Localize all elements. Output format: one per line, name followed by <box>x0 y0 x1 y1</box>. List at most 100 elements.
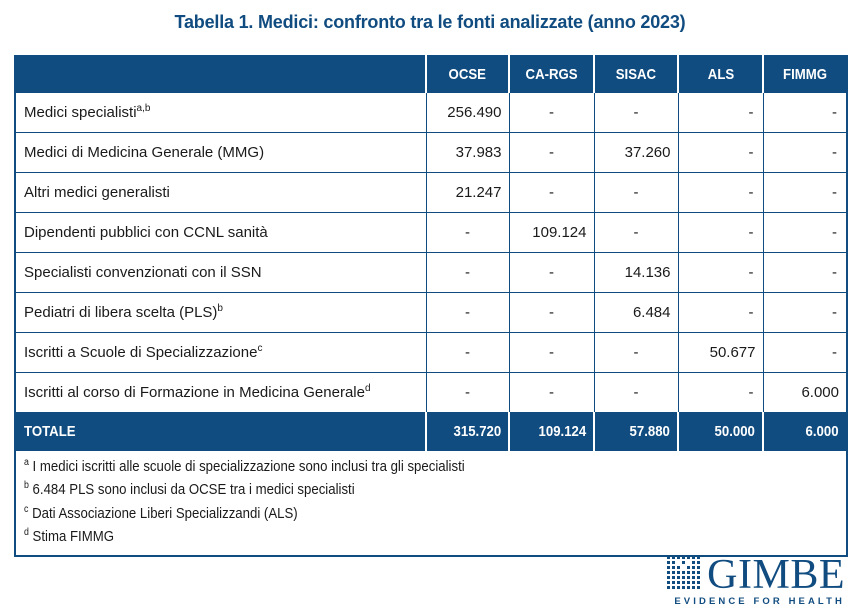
logo-dot <box>677 556 681 559</box>
logo-dot <box>667 576 671 579</box>
logo-dot <box>677 566 681 569</box>
page-title: Tabella 1. Medici: confronto tra le font… <box>174 12 686 32</box>
logo-dot <box>682 586 686 589</box>
logo-dot <box>692 561 696 564</box>
label-superscript: a,b <box>136 102 151 114</box>
logo-dot <box>687 586 691 589</box>
total-label: TOTALE <box>15 411 427 450</box>
total-value-cell: 50.000 <box>678 411 764 450</box>
footnote-marker: a <box>24 456 29 468</box>
value-cell: - <box>508 291 595 333</box>
medici-table: OCSE CA-RGS SISAC ALS FIMMG Medici specialis… <box>14 55 848 557</box>
value-cell: - <box>677 131 764 173</box>
condensed-text: 315.720 <box>453 422 501 440</box>
value-cell: - <box>425 291 510 333</box>
logo-dot <box>667 566 671 569</box>
value-cell: 50.677 <box>677 331 764 373</box>
logo-dot <box>687 566 691 569</box>
footnote-line: b 6.484 PLS sono inclusi da OCSE tra i m… <box>24 478 838 502</box>
value-cell: 37.983 <box>425 131 510 173</box>
gimbe-wordmark: GIMBE <box>707 552 845 598</box>
label-superscript: b <box>217 302 223 314</box>
value-cell: 256.490 <box>425 91 510 133</box>
condensed-text: d Stima FIMMG <box>24 527 114 546</box>
value-cell: - <box>762 211 848 253</box>
condensed-text: 57.880 <box>629 422 670 440</box>
value-cell: - <box>593 91 679 133</box>
value-cell: - <box>593 371 679 413</box>
condensed-text: SISAC <box>615 65 657 83</box>
value-cell: 14.136 <box>593 251 679 293</box>
condensed-text: ALS <box>707 65 734 83</box>
value-cell: 21.247 <box>425 171 510 213</box>
value-cell: - <box>677 171 764 213</box>
value-cell: - <box>593 211 679 253</box>
logo-dot <box>677 576 681 579</box>
value-cell: - <box>508 131 595 173</box>
gimbe-logo-mark-icon <box>667 556 701 589</box>
column-header-fimmg: FIMMG <box>763 56 847 92</box>
value-cell: 37.260 <box>593 131 679 173</box>
corner-cell <box>15 56 427 92</box>
logo-dot <box>687 556 691 559</box>
value-cell: - <box>762 251 848 293</box>
condensed-text: FIMMG <box>783 65 827 83</box>
value-cell: - <box>762 291 848 333</box>
value-cell: - <box>762 171 848 213</box>
condensed-text: c Dati Associazione Liberi Specializzand… <box>24 503 298 522</box>
logo-dot <box>682 556 686 559</box>
condensed-text: CA-RGS <box>525 65 578 83</box>
value-cell: - <box>508 251 595 293</box>
value-cell: 109.124 <box>508 211 595 253</box>
logo-dot <box>687 581 691 584</box>
logo-dot <box>667 586 671 589</box>
value-cell: 6.000 <box>762 371 848 413</box>
condensed-text: 6.000 <box>805 422 839 440</box>
logo-dot <box>687 571 691 574</box>
value-cell: - <box>593 331 679 373</box>
logo-dot <box>672 576 676 579</box>
condensed-text: 109.124 <box>538 422 586 440</box>
row-label: Iscritti a Scuole di Specializzazionec <box>14 331 427 373</box>
value-cell: - <box>762 331 848 373</box>
value-cell: - <box>677 211 764 253</box>
value-cell: - <box>677 91 764 133</box>
table-row: Specialisti convenzionati con il SSN - -14… <box>14 251 848 293</box>
row-label: Pediatri di libera scelta (PLS)b <box>14 291 427 333</box>
logo-dot <box>682 576 686 579</box>
value-cell: - <box>425 331 510 373</box>
header-row: OCSE CA-RGS SISAC ALS FIMMG <box>15 56 847 92</box>
value-cell: - <box>508 331 595 373</box>
gimbe-tagline: EVIDENCE FOR HEALTH <box>674 596 845 607</box>
table-row: Iscritti al corso di Formazione in Medic… <box>14 371 848 413</box>
logo-dot <box>682 566 685 569</box>
logo-dot <box>687 576 691 579</box>
row-label: Medici specialistia,b <box>14 91 427 133</box>
table-row: Iscritti a Scuole di Specializzazionec - -… <box>14 331 848 373</box>
logo-dot <box>692 556 696 559</box>
logo-dot <box>697 566 701 569</box>
footnote-marker: b <box>24 480 29 491</box>
condensed-text: 50.000 <box>714 422 755 440</box>
value-cell: - <box>677 251 764 293</box>
value-cell: - <box>508 371 595 413</box>
value-cell: - <box>762 91 848 133</box>
footnotes-row: a I medici iscritti alle scuole di speci… <box>15 449 847 556</box>
logo-dot <box>692 566 696 569</box>
total-value-cell: 6.000 <box>763 411 847 450</box>
logo-dot <box>697 571 701 574</box>
value-cell: - <box>425 371 510 413</box>
column-header-ca-rgs: CA-RGS <box>509 56 595 92</box>
value-cell: - <box>593 171 679 213</box>
label-superscript: d <box>364 382 371 394</box>
value-cell: - <box>762 131 848 173</box>
logo-dot <box>692 571 696 574</box>
footnote-line: c Dati Associazione Liberi Specializzand… <box>24 502 838 526</box>
logo-dot <box>697 556 701 559</box>
table-row: Medici specialistia,b 256.490- - - - <box>14 91 848 133</box>
value-cell: - <box>508 91 595 133</box>
total-value-cell: 109.124 <box>509 411 595 450</box>
value-cell: 6.484 <box>593 291 679 333</box>
total-value-cell: 315.720 <box>426 411 510 450</box>
logo-dot <box>667 561 671 564</box>
